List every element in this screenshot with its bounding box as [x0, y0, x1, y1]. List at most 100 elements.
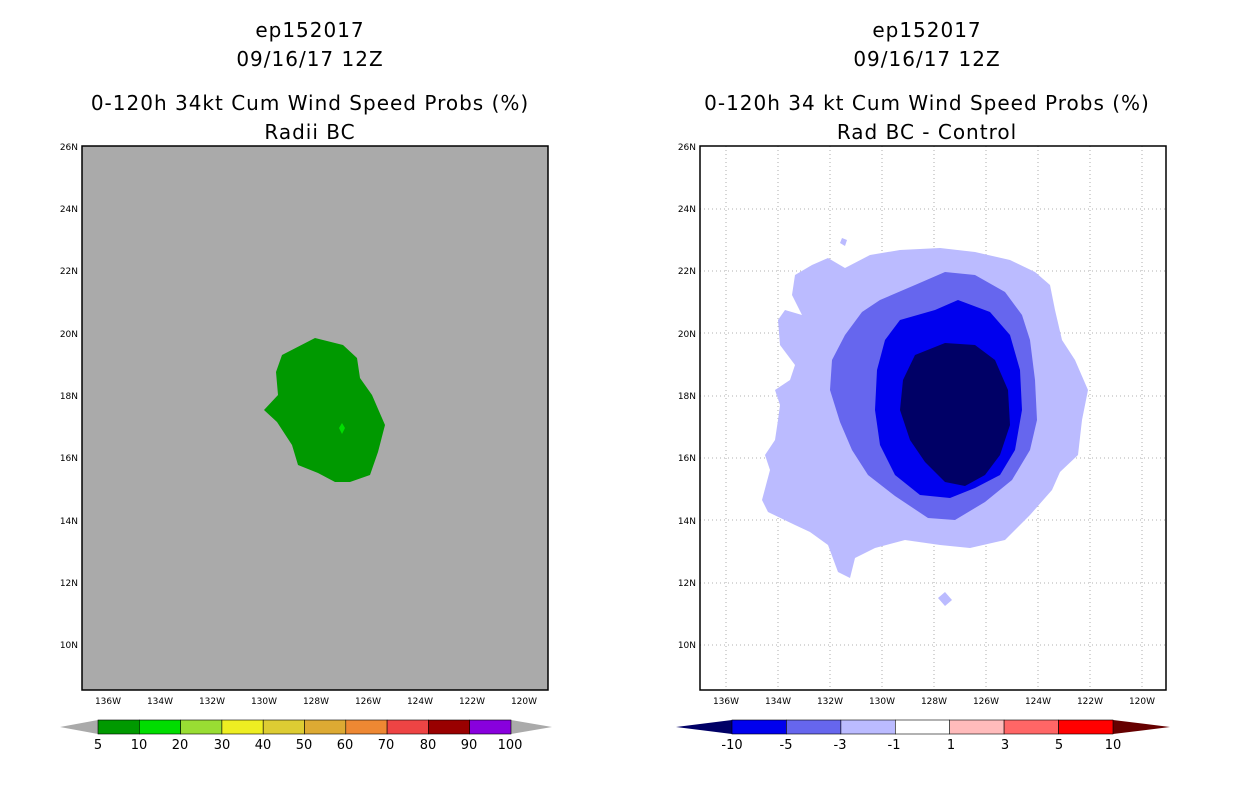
right-title: 0-120h 34 kt Cum Wind Speed Probs (%) — [704, 91, 1150, 115]
left-lon-label: 120W — [511, 697, 537, 707]
left-colorbar-label: 40 — [255, 738, 272, 753]
right-lon-label: 132W — [817, 697, 843, 707]
right-lat-labels: 26N 24N 22N 20N 18N 16N 14N 12N 10N — [678, 143, 696, 651]
left-colorbar-under-arrow — [60, 720, 98, 734]
right-lat-label: 18N — [678, 392, 696, 402]
right-colorbar-labels: -10 -5 -3 -1 1 3 5 10 — [721, 738, 1121, 753]
left-lon-label: 126W — [355, 697, 381, 707]
right-colorbar-over-arrow — [1113, 720, 1170, 734]
left-colorbar-label: 20 — [172, 738, 189, 753]
right-storm-id: ep152017 — [872, 18, 982, 42]
left-lat-label: 26N — [60, 143, 78, 153]
right-lon-label: 122W — [1077, 697, 1103, 707]
right-colorbar-swatch — [1003, 719, 1059, 735]
right-colorbar-label: -3 — [834, 738, 847, 753]
right-lon-label: 120W — [1129, 697, 1155, 707]
left-colorbar-swatch — [386, 719, 429, 735]
right-lon-label: 124W — [1025, 697, 1051, 707]
right-colorbar-swatch — [731, 719, 787, 735]
left-colorbar: 5 10 20 30 40 50 60 70 80 90 100 — [60, 719, 552, 753]
left-colorbar-labels: 5 10 20 30 40 50 60 70 80 90 100 — [94, 738, 523, 753]
left-date: 09/16/17 12Z — [236, 47, 384, 71]
left-lat-label: 14N — [60, 517, 78, 527]
right-lat-label: 12N — [678, 579, 696, 589]
left-colorbar-swatch — [97, 719, 140, 735]
left-colorbar-over-arrow — [511, 720, 552, 734]
left-lat-label: 12N — [60, 579, 78, 589]
left-lat-label: 16N — [60, 454, 78, 464]
right-colorbar: -10 -5 -3 -1 1 3 5 10 — [676, 719, 1170, 753]
left-colorbar-swatch — [428, 719, 470, 735]
left-lon-label: 128W — [303, 697, 329, 707]
right-lon-labels: 136W 134W 132W 130W 128W 126W 124W 122W … — [713, 697, 1155, 707]
right-colorbar-label: -1 — [888, 738, 901, 753]
left-colorbar-swatch — [469, 719, 512, 735]
right-diff-below-minus10-region — [900, 343, 1010, 486]
left-colorbar-label: 50 — [296, 738, 313, 753]
left-colorbar-label: 30 — [214, 738, 231, 753]
right-colorbar-swatch — [840, 719, 896, 735]
left-colorbar-swatch — [139, 719, 181, 735]
right-colorbar-swatch — [894, 719, 950, 735]
right-colorbar-swatch — [1058, 719, 1114, 735]
left-storm-id: ep152017 — [255, 18, 365, 42]
right-lat-label: 20N — [678, 330, 696, 340]
right-lat-label: 14N — [678, 517, 696, 527]
right-lon-label: 126W — [973, 697, 999, 707]
right-lon-label: 130W — [869, 697, 895, 707]
left-colorbar-swatch — [262, 719, 305, 735]
left-colorbar-label: 100 — [498, 738, 523, 753]
right-map: 26N 24N 22N 20N 18N 16N 14N 12N 10N 136W… — [678, 143, 1167, 707]
left-map: 26N 24N 22N 20N 18N 16N 14N 12N 10N 136W… — [60, 143, 549, 707]
left-colorbar-swatch — [221, 719, 264, 735]
right-lat-label: 26N — [678, 143, 696, 153]
right-lat-label: 22N — [678, 267, 696, 277]
left-prob-5-10-region — [264, 338, 385, 482]
left-colorbar-swatch — [304, 719, 347, 735]
left-colorbar-label: 90 — [461, 738, 478, 753]
left-prob-10-20-region — [339, 423, 345, 434]
left-lon-label: 136W — [95, 697, 121, 707]
left-lat-label: 10N — [60, 641, 78, 651]
right-map-frame — [699, 145, 1167, 691]
right-colorbar-swatch — [949, 719, 1005, 735]
left-lat-label: 20N — [60, 330, 78, 340]
right-lon-label: 134W — [765, 697, 791, 707]
left-colorbar-label: 80 — [420, 738, 437, 753]
right-lat-label: 24N — [678, 205, 696, 215]
right-colorbar-swatches — [731, 719, 1114, 735]
left-colorbar-swatch — [345, 719, 388, 735]
left-map-frame — [81, 145, 549, 691]
right-colorbar-under-arrow — [676, 720, 732, 734]
right-subtitle: Rad BC - Control — [836, 120, 1018, 144]
right-diff-minus1-to-minus3-island-b — [938, 592, 952, 606]
right-lat-label: 16N — [678, 454, 696, 464]
right-colorbar-label: -10 — [721, 738, 742, 753]
right-lat-label: 10N — [678, 641, 696, 651]
right-lon-label: 136W — [713, 697, 739, 707]
left-colorbar-label: 70 — [378, 738, 395, 753]
left-lon-label: 130W — [251, 697, 277, 707]
right-diff-minus1-to-minus3-island-a — [840, 238, 847, 246]
left-title: 0-120h 34kt Cum Wind Speed Probs (%) — [90, 91, 530, 115]
left-lon-label: 134W — [147, 697, 173, 707]
left-lat-label: 18N — [60, 392, 78, 402]
left-colorbar-swatch — [180, 719, 223, 735]
left-lat-labels: 26N 24N 22N 20N 18N 16N 14N 12N 10N — [60, 143, 78, 651]
left-colorbar-label: 60 — [337, 738, 354, 753]
left-lon-label: 122W — [459, 697, 485, 707]
left-colorbar-label: 10 — [131, 738, 148, 753]
right-colorbar-label: 3 — [1001, 738, 1009, 753]
right-colorbar-swatch — [786, 719, 842, 735]
left-lat-label: 24N — [60, 205, 78, 215]
right-colorbar-label: 1 — [947, 738, 955, 753]
left-colorbar-swatches — [97, 719, 512, 735]
right-colorbar-label: -5 — [780, 738, 793, 753]
right-colorbar-label: 10 — [1105, 738, 1122, 753]
left-lon-label: 124W — [407, 697, 433, 707]
left-subtitle: Radii BC — [264, 120, 356, 144]
right-colorbar-label: 5 — [1055, 738, 1063, 753]
right-date: 09/16/17 12Z — [853, 47, 1001, 71]
right-lon-label: 128W — [921, 697, 947, 707]
left-lon-labels: 136W 134W 132W 130W 128W 126W 124W 122W … — [95, 697, 537, 707]
